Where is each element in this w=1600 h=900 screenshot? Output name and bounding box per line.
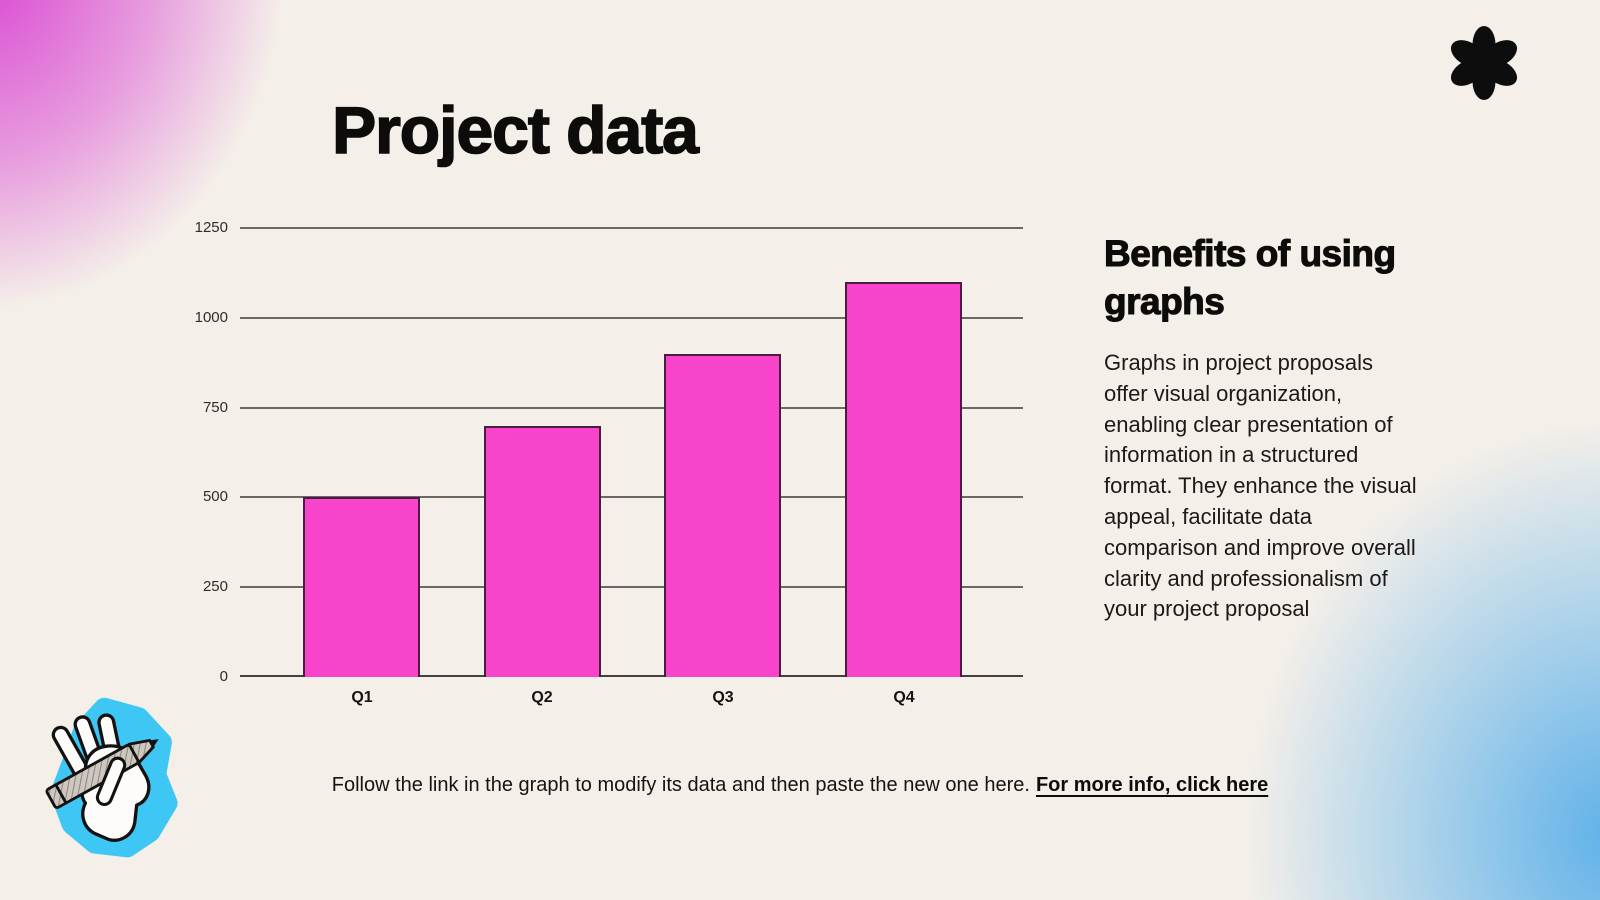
footer-text: Follow the link in the graph to modify i… xyxy=(331,774,1030,796)
x-axis-label: Q3 xyxy=(712,689,734,706)
slide-title: Project data xyxy=(331,92,699,168)
bar-Q3 xyxy=(664,354,781,677)
bar-Q4 xyxy=(845,282,962,677)
footer-note: Follow the link in the graph to modify i… xyxy=(0,774,1600,797)
x-axis-label: Q2 xyxy=(531,689,553,706)
chart-plot: 0 250 500 750 1000 1250 Q1 Q2 Q3 Q4 xyxy=(195,219,1023,706)
more-info-link[interactable]: For more info, click here xyxy=(1035,774,1269,796)
y-axis-label: 750 xyxy=(202,399,228,416)
gridline xyxy=(240,586,1023,588)
y-axis-label: 1000 xyxy=(194,309,228,326)
bar-Q1 xyxy=(303,497,420,677)
benefits-body: Graphs in project proposals offer visual… xyxy=(1104,350,1417,622)
y-axis-label: 0 xyxy=(219,668,228,685)
x-axis-label: Q4 xyxy=(893,689,915,706)
y-axis-label: 250 xyxy=(202,578,228,595)
gridline xyxy=(240,317,1023,319)
hand-holding-pen-illustration xyxy=(45,697,178,858)
benefits-section: Benefits of using graphs Graphs in proje… xyxy=(1103,230,1422,625)
x-axis-label: Q1 xyxy=(351,689,373,706)
x-axis-line xyxy=(240,675,1023,677)
bar-Q2 xyxy=(484,426,601,677)
gridline xyxy=(240,407,1023,409)
y-axis-label: 1250 xyxy=(194,219,228,236)
gridline xyxy=(240,227,1023,229)
y-axis-label: 500 xyxy=(202,488,228,505)
benefits-heading: Benefits of using graphs xyxy=(1103,232,1396,322)
gridline xyxy=(240,496,1023,498)
flower-asterisk-icon xyxy=(1450,26,1518,100)
